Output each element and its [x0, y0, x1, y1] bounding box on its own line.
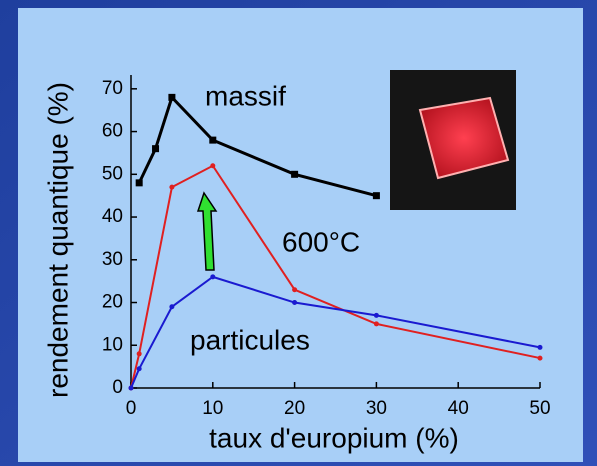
- inset-photo: [390, 70, 516, 210]
- point: [292, 287, 298, 293]
- point: [168, 93, 176, 101]
- y-tick-label: 40: [102, 206, 123, 227]
- point: [169, 184, 175, 190]
- x-tick-label: 50: [529, 398, 550, 419]
- series-annotation: 600°C: [282, 226, 360, 257]
- x-tick-label: 40: [448, 398, 469, 419]
- x-tick-label: 30: [366, 398, 387, 419]
- point: [537, 344, 543, 350]
- series-annotation: particules: [190, 324, 310, 355]
- point: [373, 312, 379, 318]
- point: [292, 300, 298, 306]
- series-annotation: massif: [205, 80, 286, 111]
- point: [210, 163, 216, 169]
- point: [372, 192, 380, 200]
- photo-sample: [418, 96, 510, 180]
- point: [169, 304, 175, 310]
- point: [136, 366, 142, 372]
- y-axis-label: rendement quantique (%): [42, 82, 73, 398]
- y-tick-label: 60: [102, 121, 123, 142]
- x-tick-label: 0: [126, 398, 137, 419]
- point: [136, 351, 142, 357]
- point: [210, 274, 216, 280]
- arrow: [196, 191, 218, 271]
- x-tick-label: 10: [202, 398, 223, 419]
- point: [128, 385, 134, 391]
- y-tick-label: 70: [102, 78, 123, 99]
- series-line: [137, 94, 377, 198]
- point: [373, 321, 379, 327]
- x-axis-label: taux d'europium (%): [209, 422, 459, 453]
- point: [209, 136, 217, 144]
- point: [537, 355, 543, 361]
- y-tick-label: 20: [102, 292, 123, 313]
- y-tick-label: 10: [102, 334, 123, 355]
- y-tick-label: 0: [112, 377, 123, 398]
- y-tick-label: 30: [102, 249, 123, 270]
- point: [291, 170, 299, 178]
- y-tick-label: 50: [102, 163, 123, 184]
- x-tick-label: 20: [284, 398, 305, 419]
- point: [152, 145, 160, 153]
- point: [135, 179, 143, 187]
